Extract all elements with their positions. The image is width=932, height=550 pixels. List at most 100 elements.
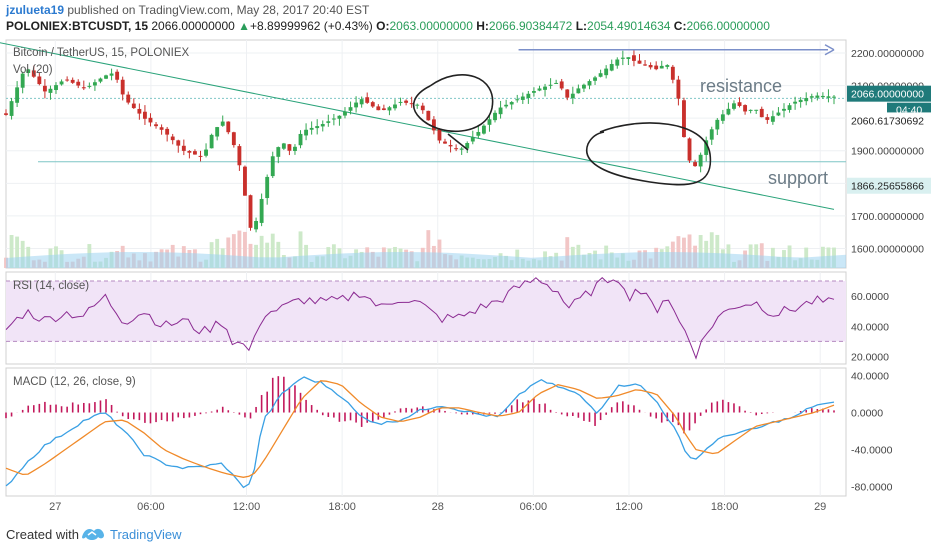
candle-body (365, 97, 370, 103)
volume-bar (787, 245, 792, 268)
candle-body (187, 150, 192, 153)
drawn-circle-breakout (412, 74, 494, 151)
chart-area[interactable]: 27 06:00 12:00 18:00 28 06:00 12:00 18:00 29 2200… (0, 36, 932, 516)
candle-body (354, 102, 359, 108)
candle-body (309, 127, 314, 130)
candle-body (554, 82, 559, 84)
x-tick-label: 28 (432, 501, 444, 513)
candle-body (765, 117, 770, 120)
publish-line: jzulueta19 published on TradingView.com,… (6, 3, 369, 17)
candle-body (98, 78, 103, 82)
candle-body (298, 133, 303, 146)
macd-axis-label: -40.0000 (851, 445, 893, 457)
candle-body (248, 195, 253, 228)
candle-body (448, 145, 453, 147)
author-link[interactable]: jzulueta19 (6, 3, 65, 17)
drawn-circle-support (585, 122, 712, 186)
candle-body (115, 71, 120, 80)
volume-bar (270, 233, 275, 268)
volume-bar (298, 231, 303, 268)
descending-trendline (0, 42, 835, 210)
candle-body (609, 64, 614, 71)
rsi-axis-label: 60.0000 (851, 291, 889, 303)
volume-bar (276, 241, 281, 268)
signal-line (5, 380, 835, 478)
candle-body (804, 98, 809, 102)
candle-body (443, 141, 447, 144)
support-level-tag-bg (847, 177, 931, 194)
candle-body (398, 101, 403, 103)
price-axis-label: 1900.00000000 (851, 146, 924, 158)
candle-body (543, 86, 547, 90)
candle-body (287, 144, 292, 151)
candle-body (815, 95, 820, 98)
candle-body (92, 82, 97, 86)
symbol-label[interactable]: POLONIEX:BTCUSDT, 15 (6, 19, 149, 33)
candle-body (65, 79, 70, 81)
volume-bar (687, 234, 692, 268)
candle-body (787, 105, 792, 110)
candle-body (48, 88, 53, 93)
candle-body (693, 162, 698, 167)
candle-body (481, 125, 486, 134)
resistance-level-tag: 2060.61730692 (851, 115, 924, 127)
candle-body (620, 57, 625, 59)
candle-body (331, 118, 336, 120)
volume-bar (709, 232, 714, 268)
last-price: 2066.00000000 (151, 19, 235, 33)
candle-body (798, 99, 803, 103)
candle-body (565, 89, 570, 98)
candle-body (820, 95, 825, 98)
open-value: 2063.00000000 (389, 19, 473, 33)
candle-body (326, 121, 331, 123)
candle-body (131, 103, 136, 109)
pane-frame-price (5, 39, 847, 269)
high-label: H: (476, 19, 489, 33)
candle-body (632, 55, 636, 61)
candle-body (54, 85, 58, 91)
candle-body (276, 147, 281, 157)
candle-body (337, 115, 342, 119)
volume-bar (15, 236, 20, 268)
low-value: 2054.49014634 (587, 19, 671, 33)
candle-body (682, 100, 686, 138)
resistance-annotation: resistance (700, 76, 782, 96)
candle-body (809, 96, 814, 98)
last-price-tag-bg (847, 85, 931, 102)
tradingview-brand[interactable]: TradingView (110, 527, 182, 542)
up-arrow-icon: ▲ (238, 19, 251, 33)
candle-body (454, 148, 459, 150)
candle-body (593, 77, 597, 81)
candle-body (598, 73, 603, 77)
volume-ma-area (6, 252, 846, 268)
x-tick-label: 29 (814, 501, 826, 513)
candle-body (470, 137, 475, 142)
candle-body (215, 127, 220, 137)
candle-body (159, 127, 164, 130)
candle-body (509, 102, 514, 105)
price-axis-label: 1600.00000000 (851, 243, 924, 255)
support-annotation: support (768, 168, 828, 188)
rsi-pane-title: RSI (14, close) (13, 280, 89, 292)
close-value: 2066.00000000 (686, 19, 770, 33)
candle-body (637, 60, 642, 64)
x-tick-label: 27 (49, 501, 61, 513)
rsi-line (5, 277, 835, 360)
candle-body (493, 112, 497, 121)
candle-body (231, 132, 236, 146)
candle-body (793, 101, 798, 104)
candle-body (604, 68, 609, 76)
candle-body (570, 93, 575, 99)
candle-body (520, 96, 525, 100)
candle-body (759, 108, 764, 118)
candle-body (265, 176, 270, 199)
rsi-axis-label: 20.0000 (851, 351, 889, 363)
tradingview-logo-icon[interactable] (80, 525, 106, 541)
candle-body (720, 114, 725, 121)
candle-body (670, 66, 675, 80)
candle-body (582, 84, 586, 89)
volume-bar (9, 234, 14, 268)
macd-axis-label: 0.0000 (851, 408, 883, 420)
candle-body (254, 221, 258, 230)
candle-body (732, 103, 736, 109)
